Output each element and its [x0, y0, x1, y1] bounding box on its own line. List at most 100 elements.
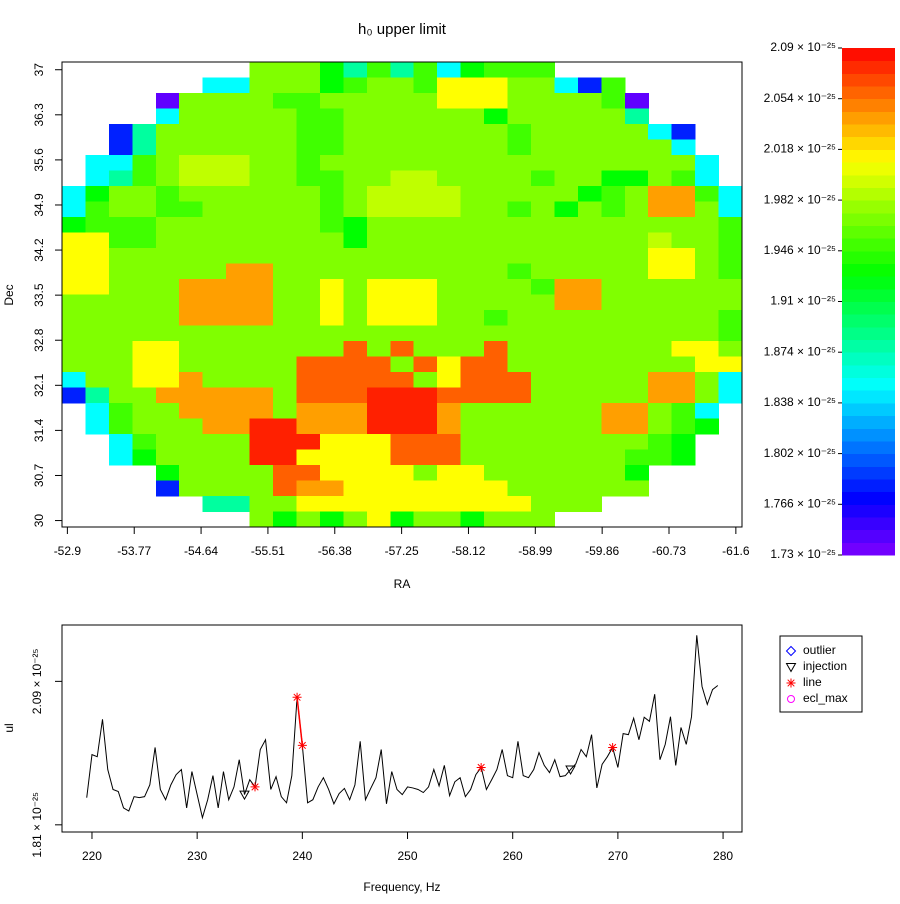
heatmap-cell	[577, 496, 602, 513]
heatmap-cell	[155, 279, 180, 296]
heatmap-cell	[226, 108, 251, 125]
heatmap-cell	[554, 434, 579, 451]
heatmap-cell	[85, 403, 110, 420]
heatmap-cell	[296, 263, 321, 280]
heatmap-cell	[554, 93, 579, 110]
heatmap-cell	[577, 325, 602, 342]
heatmap-cell	[249, 449, 274, 466]
heatmap-cell	[601, 139, 626, 156]
heatmap-cell	[343, 341, 368, 358]
heatmap-cell	[296, 465, 321, 482]
heatmap-cell	[296, 480, 321, 497]
heatmap-cell	[226, 93, 251, 110]
heatmap-cell	[554, 232, 579, 249]
heatmap-cell	[718, 232, 743, 249]
heatmap-cell	[62, 372, 87, 389]
heatmap-cell	[624, 418, 649, 435]
heatmap-cell	[460, 108, 485, 125]
heatmap-cell	[132, 341, 157, 358]
heatmap-cell	[319, 93, 344, 110]
heatmap-cell	[249, 511, 274, 528]
heatmap-cell	[296, 341, 321, 358]
heatmap-cell	[671, 248, 696, 265]
heatmap-cell	[484, 77, 509, 94]
heatmap-cell	[273, 496, 298, 513]
heatmap-cell	[343, 356, 368, 373]
heatmap-cell	[249, 248, 274, 265]
heatmap-cell	[108, 139, 133, 156]
heatmap-cell	[226, 387, 251, 404]
heatmap-cell	[85, 263, 110, 280]
colorbar-band	[842, 149, 895, 163]
heatmap-cell	[671, 325, 696, 342]
heatmap-cell	[296, 186, 321, 203]
heatmap-cell	[226, 279, 251, 296]
heatmap-cell	[202, 465, 227, 482]
heatmap-cell	[62, 387, 87, 404]
heatmap-cell	[390, 325, 415, 342]
heatmap-cell	[530, 201, 556, 218]
heatmap-cell	[671, 232, 696, 249]
heatmap-cell	[484, 232, 509, 249]
heatmap-cell	[484, 449, 509, 466]
heatmap-cell	[530, 170, 556, 187]
heatmap-cell	[273, 387, 298, 404]
heatmap-cell	[132, 310, 157, 327]
heatmap-cell	[460, 465, 485, 482]
heatmap-cell	[202, 372, 227, 389]
heatmap-cell	[484, 372, 509, 389]
heatmap-cell	[648, 356, 673, 373]
heatmap-cell	[695, 217, 720, 234]
heatmap-cell	[179, 139, 204, 156]
heatmap-cell	[577, 310, 602, 327]
heatmap-cell	[413, 201, 438, 218]
heatmap-cell	[484, 93, 509, 110]
heatmap-cell	[366, 139, 391, 156]
heatmap-cell	[202, 186, 227, 203]
heatmap-cell	[718, 387, 743, 404]
heatmap-cell	[319, 155, 344, 172]
heatmap-cell	[85, 372, 110, 389]
heatmap-cell	[179, 170, 204, 187]
heatmap-cell	[226, 403, 251, 420]
heatmap-cell	[554, 170, 579, 187]
heatmap-cell	[460, 232, 485, 249]
heatmap-cell	[484, 418, 509, 435]
heatmap-cell	[671, 263, 696, 280]
heatmap-cell	[460, 434, 485, 451]
heatmap-cell	[624, 465, 649, 482]
heatmap-cell	[624, 170, 649, 187]
heatmap-cell	[624, 294, 649, 311]
marker-star	[250, 782, 260, 792]
heatmap-cell	[484, 496, 509, 513]
heatmap-cell	[601, 186, 626, 203]
heatmap-cell	[85, 170, 110, 187]
heatmap-cell	[249, 263, 274, 280]
heatmap-cell	[319, 449, 344, 466]
heatmap-cell	[413, 62, 438, 79]
heatmap-cell	[390, 449, 415, 466]
heatmap-cell	[132, 418, 157, 435]
colorbar-tick-label: 1.91 × 10⁻²⁵	[770, 294, 836, 308]
heatmap-cell	[202, 217, 227, 234]
heatmap-cell	[202, 170, 227, 187]
heatmap-cell	[530, 232, 556, 249]
heatmap-cell	[390, 108, 415, 125]
heatmap-cell	[319, 279, 344, 296]
heatmap-cell	[507, 356, 532, 373]
heatmap-cell	[718, 186, 743, 203]
heatmap-cell	[85, 341, 110, 358]
heatmap-cell	[366, 387, 391, 404]
heatmap-cell	[695, 325, 720, 342]
heatmap-cell	[530, 139, 556, 156]
heatmap-cell	[577, 124, 602, 141]
heatmap-cell	[413, 217, 438, 234]
heatmap-cell	[179, 310, 204, 327]
heatmap-cell	[108, 356, 133, 373]
heatmap-cell	[132, 356, 157, 373]
heatmap-cell	[437, 434, 462, 451]
heatmap-cell	[343, 263, 368, 280]
heatmap-cell	[577, 201, 602, 218]
heatmap-cell	[249, 77, 274, 94]
